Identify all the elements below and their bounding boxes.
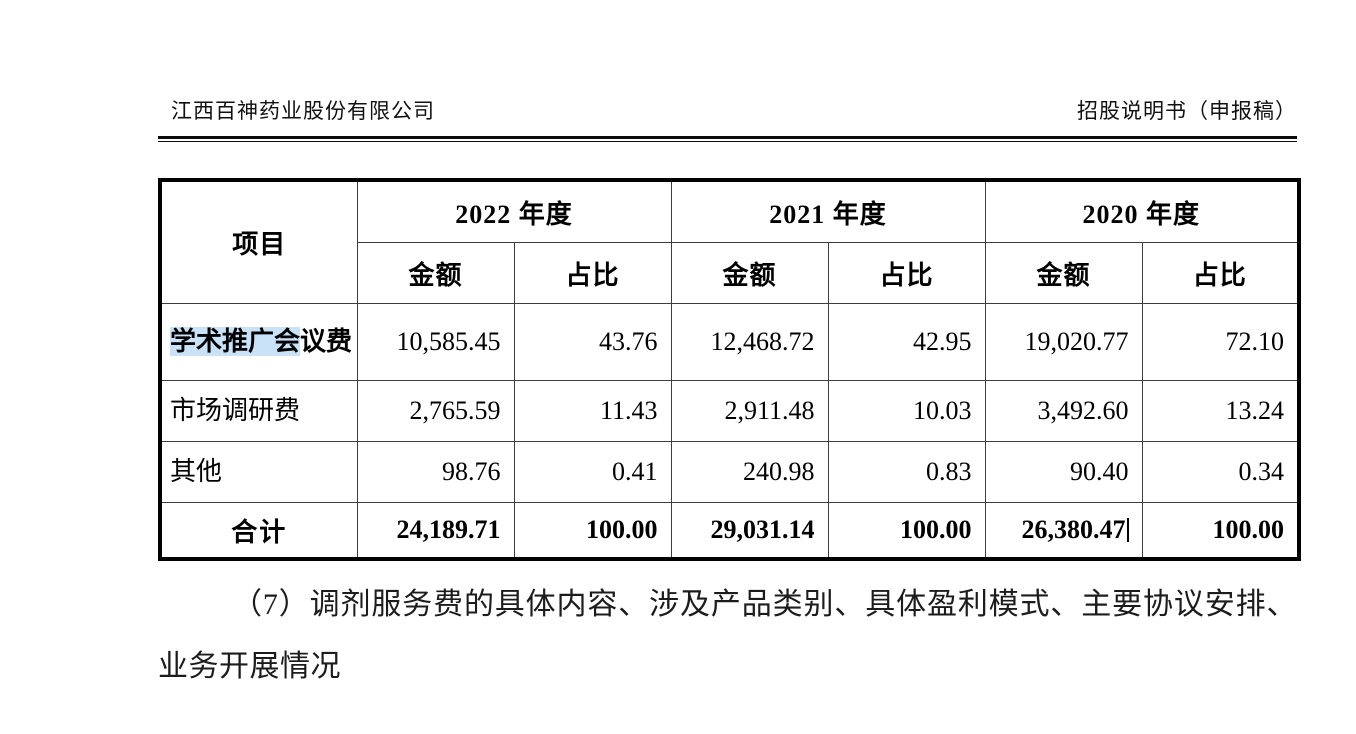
cell-total-2022-amount[interactable]: 24,189.71 — [356, 502, 515, 560]
table-row-academic-promotion: 学术推广会议费 10,585.45 43.76 12,468.72 42.95 … — [159, 303, 1300, 381]
header-divider-rule — [158, 136, 1297, 142]
cell-2021-share[interactable]: 42.95 — [827, 303, 986, 381]
row-label-academic-promotion[interactable]: 学术推广会议费 — [159, 303, 358, 381]
col-header-2022-share[interactable]: 占比 — [513, 242, 672, 304]
cell-2020-amount[interactable]: 3,492.60 — [984, 380, 1143, 442]
cell-total-2021-share[interactable]: 100.00 — [827, 502, 986, 560]
col-header-2020[interactable]: 2020 年度 — [984, 179, 1300, 243]
cell-total-2021-amount[interactable]: 29,031.14 — [670, 502, 829, 560]
cell-2020-amount[interactable]: 19,020.77 — [984, 303, 1143, 381]
cell-total-2020-amount[interactable]: 26,380.47 — [984, 502, 1143, 560]
table-row-total: 合计 24,189.71 100.00 29,031.14 100.00 26,… — [159, 502, 1300, 560]
cell-total-2020-share[interactable]: 100.00 — [1141, 502, 1300, 560]
row-label-market-research[interactable]: 市场调研费 — [159, 380, 358, 442]
page-header: 江西百神药业股份有限公司 招股说明书（申报稿） — [158, 95, 1297, 125]
cell-2022-share[interactable]: 0.41 — [513, 441, 672, 503]
cell-2021-share[interactable]: 0.83 — [827, 441, 986, 503]
table-header-years-row: 项目 2022 年度 2021 年度 2020 年度 — [159, 179, 1300, 304]
col-header-2022[interactable]: 2022 年度 — [356, 179, 672, 243]
cell-2022-amount[interactable]: 2,765.59 — [356, 380, 515, 442]
col-header-item[interactable]: 项目 — [159, 179, 358, 304]
cell-2020-share[interactable]: 72.10 — [1141, 303, 1300, 381]
cell-2022-amount[interactable]: 98.76 — [356, 441, 515, 503]
table-row-other: 其他 98.76 0.41 240.98 0.83 90.40 0.34 — [159, 441, 1300, 503]
table-row-market-research: 市场调研费 2,765.59 11.43 2,911.48 10.03 3,49… — [159, 380, 1300, 442]
cell-2021-amount[interactable]: 2,911.48 — [670, 380, 829, 442]
row-label-other[interactable]: 其他 — [159, 441, 358, 503]
col-header-2020-amount[interactable]: 金额 — [984, 242, 1143, 304]
cell-2020-share[interactable]: 13.24 — [1141, 380, 1300, 442]
text-cursor-caret — [1126, 518, 1129, 542]
col-header-2021[interactable]: 2021 年度 — [670, 179, 986, 243]
col-header-2021-amount[interactable]: 金额 — [670, 242, 829, 304]
col-header-2021-share[interactable]: 占比 — [827, 242, 986, 304]
cell-2020-share[interactable]: 0.34 — [1141, 441, 1300, 503]
col-header-2020-share[interactable]: 占比 — [1141, 242, 1300, 304]
cell-total-2020-amount-text: 26,380.47 — [1021, 515, 1126, 544]
cell-total-2022-share[interactable]: 100.00 — [513, 502, 672, 560]
document-title: 招股说明书（申报稿） — [1077, 99, 1297, 123]
col-header-2022-amount[interactable]: 金额 — [356, 242, 515, 304]
cell-2021-amount[interactable]: 240.98 — [670, 441, 829, 503]
expense-breakdown-table: 项目 2022 年度 2021 年度 2020 年度 金额 占比 金额 占比 金… — [158, 178, 1302, 561]
body-paragraph[interactable]: （7）调剂服务费的具体内容、涉及产品类别、具体盈利模式、主要协议安排、业务开展情… — [158, 588, 1297, 683]
cell-2021-share[interactable]: 10.03 — [827, 380, 986, 442]
cell-2022-amount[interactable]: 10,585.45 — [356, 303, 515, 381]
company-name: 江西百神药业股份有限公司 — [171, 99, 435, 123]
row-label-total[interactable]: 合计 — [159, 502, 358, 560]
row-label-rest: 议费 — [300, 327, 353, 357]
cell-2022-share[interactable]: 43.76 — [513, 303, 672, 381]
cell-2022-share[interactable]: 11.43 — [513, 380, 672, 442]
cell-2020-amount[interactable]: 90.40 — [984, 441, 1143, 503]
selected-text-highlight: 学术推广会 — [170, 327, 301, 357]
cell-2021-amount[interactable]: 12,468.72 — [670, 303, 829, 381]
